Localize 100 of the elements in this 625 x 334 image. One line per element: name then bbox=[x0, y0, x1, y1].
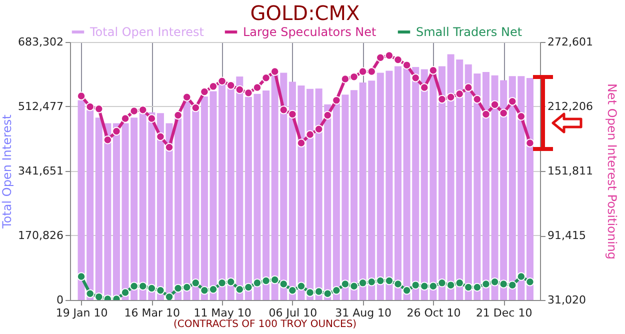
bar bbox=[200, 96, 208, 300]
point bbox=[446, 280, 456, 290]
point bbox=[218, 76, 226, 86]
point bbox=[76, 92, 86, 100]
point bbox=[156, 132, 165, 141]
point bbox=[288, 110, 297, 119]
x-tick-label: 16 Mar 10 bbox=[124, 306, 180, 320]
x-tick-label: 21 Dec 10 bbox=[476, 306, 532, 320]
bar bbox=[306, 88, 314, 300]
point bbox=[279, 106, 288, 114]
point bbox=[86, 289, 94, 298]
point bbox=[270, 275, 280, 284]
x-tick-label: 11 May 10 bbox=[194, 306, 252, 320]
chart-title: GOLD:CMX bbox=[250, 1, 360, 25]
legend-label: Large Speculators Net bbox=[243, 25, 376, 39]
point bbox=[130, 106, 138, 116]
point bbox=[138, 106, 148, 114]
point bbox=[490, 100, 500, 109]
y2-axis-title: Net Open Interest Positioning bbox=[604, 83, 619, 260]
point bbox=[508, 280, 517, 290]
point bbox=[296, 282, 306, 291]
text: (CONTRACTS OF 100 TROY OUNCES) bbox=[173, 319, 357, 330]
point bbox=[438, 278, 446, 288]
point bbox=[270, 67, 280, 76]
y-tick-label: 683,302 bbox=[18, 36, 64, 48]
point bbox=[411, 280, 420, 290]
point bbox=[376, 276, 385, 286]
point bbox=[516, 272, 526, 281]
bar bbox=[526, 78, 534, 300]
x-tick-label: 06 Jul 10 bbox=[268, 306, 318, 320]
bar bbox=[262, 90, 270, 300]
point bbox=[174, 284, 182, 293]
point bbox=[367, 278, 376, 286]
point bbox=[288, 286, 297, 295]
x-tick-label: 31 Aug 10 bbox=[335, 306, 392, 320]
y-tick-label: 0 bbox=[56, 294, 64, 306]
point bbox=[130, 282, 138, 291]
point bbox=[508, 97, 517, 106]
y2-tick-label: 31,020 bbox=[548, 294, 586, 306]
point bbox=[420, 83, 429, 92]
point bbox=[208, 284, 218, 294]
point bbox=[455, 90, 464, 98]
point bbox=[323, 289, 332, 298]
point bbox=[314, 287, 324, 296]
point bbox=[164, 142, 174, 152]
point bbox=[526, 138, 534, 148]
point bbox=[499, 108, 508, 118]
point bbox=[182, 282, 192, 292]
point bbox=[244, 282, 253, 292]
point bbox=[191, 103, 200, 112]
point bbox=[350, 282, 358, 291]
point bbox=[235, 85, 244, 94]
point bbox=[526, 278, 534, 286]
legend-label: Small Traders Net bbox=[416, 25, 522, 39]
point bbox=[490, 278, 500, 286]
point bbox=[296, 138, 306, 148]
point bbox=[200, 286, 209, 295]
point bbox=[306, 130, 314, 139]
bar bbox=[350, 90, 358, 300]
y2-tick-label: 91,415 bbox=[548, 229, 586, 242]
point bbox=[499, 280, 508, 288]
point bbox=[235, 284, 244, 294]
point bbox=[174, 110, 182, 120]
bar bbox=[482, 72, 490, 300]
point bbox=[94, 292, 104, 300]
point bbox=[218, 278, 226, 288]
point bbox=[464, 83, 473, 92]
point bbox=[455, 278, 464, 288]
point bbox=[262, 276, 270, 286]
point bbox=[252, 278, 262, 288]
x-tick-label: 19 Jan 10 bbox=[56, 306, 108, 320]
point bbox=[279, 280, 288, 288]
point bbox=[516, 112, 526, 121]
point bbox=[384, 276, 394, 286]
point bbox=[191, 278, 200, 288]
y2-tick-label: 151,811 bbox=[548, 164, 593, 178]
point bbox=[428, 66, 438, 75]
point bbox=[252, 83, 262, 92]
point bbox=[332, 286, 341, 295]
point bbox=[226, 80, 236, 90]
point bbox=[323, 110, 332, 120]
point bbox=[112, 126, 121, 136]
point bbox=[472, 94, 482, 104]
y-axis-title: Total Open Interest bbox=[0, 114, 14, 230]
point bbox=[472, 282, 482, 292]
point bbox=[358, 278, 368, 288]
point bbox=[76, 272, 86, 281]
point bbox=[120, 288, 130, 297]
point bbox=[86, 102, 94, 112]
point bbox=[394, 55, 402, 64]
point bbox=[394, 280, 402, 288]
point bbox=[164, 292, 174, 300]
y-tick-label: 170,826 bbox=[18, 229, 64, 242]
point bbox=[340, 74, 350, 84]
point bbox=[147, 284, 156, 293]
point bbox=[156, 286, 165, 295]
point bbox=[226, 278, 236, 286]
point bbox=[306, 288, 314, 297]
point bbox=[402, 286, 412, 295]
y2-tick-label: 212,206 bbox=[548, 100, 593, 113]
